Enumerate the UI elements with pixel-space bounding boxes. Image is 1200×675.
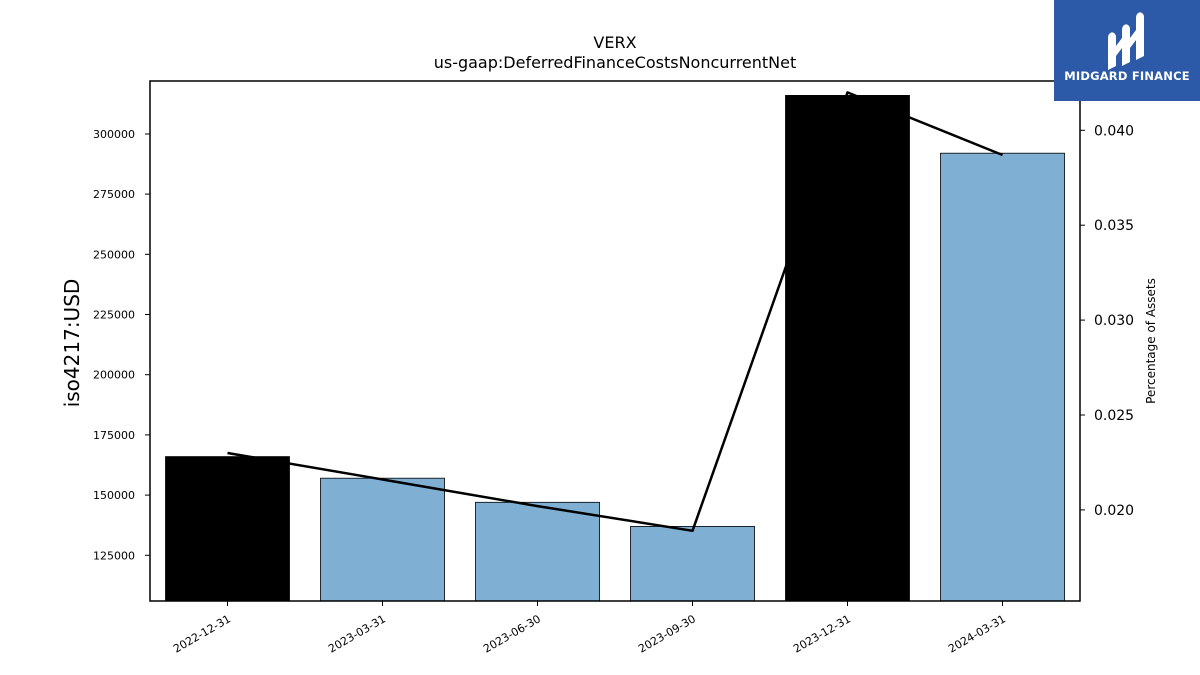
bar-2022-12-31 bbox=[165, 456, 290, 602]
y2-axis-label: Percentage of Assets bbox=[1144, 278, 1158, 404]
xtick-label: 2023-12-31 bbox=[791, 612, 853, 655]
y-axis-label: iso4217:USD bbox=[60, 279, 84, 408]
ytick-label: 175000 bbox=[93, 429, 135, 442]
y2tick-label: 0.030 bbox=[1094, 313, 1134, 329]
bar-2023-03-31 bbox=[320, 477, 445, 602]
ytick-label: 250000 bbox=[93, 248, 135, 261]
bar-2024-03-31 bbox=[940, 152, 1065, 602]
xtick-label: 2023-09-30 bbox=[636, 612, 698, 655]
ytick-label: 125000 bbox=[93, 549, 135, 562]
ytick-label: 225000 bbox=[93, 309, 135, 322]
brand-logo: MIDGARD FINANCE bbox=[1054, 0, 1200, 101]
bar-2023-12-31 bbox=[785, 95, 910, 602]
brand-name: MIDGARD FINANCE bbox=[1064, 69, 1190, 83]
bars-layer bbox=[165, 95, 1065, 602]
ytick-label: 300000 bbox=[93, 128, 135, 141]
y2tick-label: 0.035 bbox=[1094, 218, 1134, 234]
y2tick-label: 0.020 bbox=[1094, 503, 1134, 519]
bar-2023-09-30 bbox=[630, 526, 755, 602]
xtick-label: 2024-03-31 bbox=[946, 612, 1008, 655]
midgard-logo-icon bbox=[1108, 12, 1144, 70]
xtick-label: 2023-03-31 bbox=[326, 612, 388, 655]
ytick-label: 200000 bbox=[93, 369, 135, 382]
plot-frame bbox=[149, 80, 1081, 602]
ytick-label: 275000 bbox=[93, 188, 135, 201]
chart-title: VERX bbox=[593, 33, 636, 52]
right-axis-ticks: 0.020 0.025 0.030 0.035 0.040 bbox=[1080, 123, 1134, 519]
left-axis-ticks: 125000 150000 175000 200000 225000 250000 2750… bbox=[93, 128, 150, 562]
chart-subtitle: us-gaap:DeferredFinanceCostsNoncurrentNe… bbox=[434, 53, 797, 72]
x-axis-ticks: 2022-12-31 2023-03-31 2023-06-30 2023-09-30… bbox=[171, 601, 1008, 656]
y2tick-label: 0.025 bbox=[1094, 408, 1134, 424]
xtick-label: 2022-12-31 bbox=[171, 612, 233, 655]
ytick-label: 150000 bbox=[93, 489, 135, 502]
bar-2023-06-30 bbox=[475, 501, 600, 602]
xtick-label: 2023-06-30 bbox=[481, 612, 543, 655]
y2tick-label: 0.040 bbox=[1094, 123, 1134, 139]
percentage-line-layer bbox=[227, 91, 1003, 533]
percentage-of-assets-line bbox=[227, 91, 1003, 533]
